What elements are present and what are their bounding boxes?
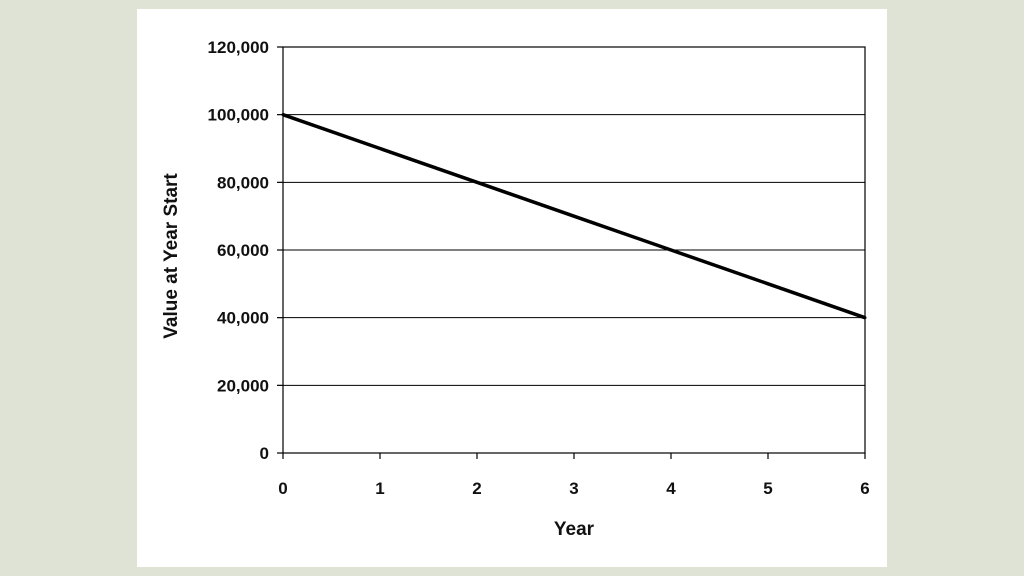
x-axis-title: Year: [554, 519, 595, 540]
x-tick-label: 1: [375, 479, 384, 498]
data-point: [378, 147, 382, 150]
y-tick-label: 80,000: [217, 173, 269, 192]
x-tick-label: 4: [666, 479, 676, 498]
chart-panel: 0 1 2 3 4 5 6 0 20,000 40,000 60,000 80,000 100,000…: [137, 9, 887, 567]
gridlines: [283, 114, 865, 386]
x-axis-ticks: 0 1 2 3 4 5 6: [278, 453, 870, 498]
y-tick-label: 40,000: [217, 309, 269, 328]
x-tick-label: 6: [860, 479, 869, 498]
series-group: [281, 113, 867, 320]
x-tick-label: 0: [278, 479, 287, 498]
y-tick-label: 0: [260, 444, 269, 463]
data-point: [281, 113, 285, 117]
y-axis-title: Value at Year Start: [161, 173, 182, 339]
y-tick-label: 120,000: [208, 38, 269, 57]
y-axis-ticks: 0 20,000 40,000 60,000 80,000 100,000 120,000: [208, 38, 283, 463]
x-tick-label: 3: [569, 479, 578, 498]
data-point: [863, 316, 867, 320]
x-tick-label: 5: [763, 479, 772, 498]
y-tick-label: 60,000: [217, 241, 269, 260]
x-tick-label: 2: [472, 479, 481, 498]
y-tick-label: 20,000: [217, 376, 269, 395]
data-point: [669, 248, 673, 252]
data-point: [572, 214, 576, 218]
y-tick-label: 100,000: [208, 106, 269, 125]
line-chart: 0 1 2 3 4 5 6 0 20,000 40,000 60,000 80,000 100,000…: [161, 38, 870, 540]
data-point: [475, 180, 479, 184]
data-point: [766, 282, 770, 286]
